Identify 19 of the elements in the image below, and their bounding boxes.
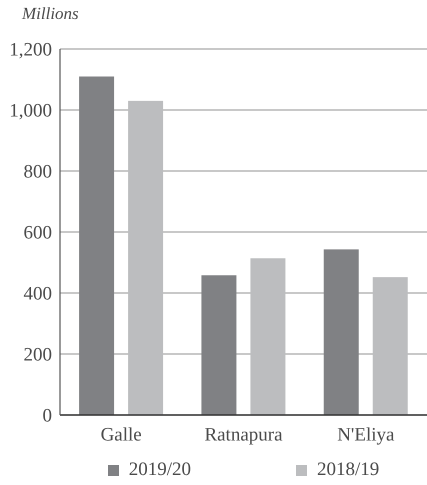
y-tick-label: 400 <box>24 284 52 305</box>
y-tick-label: 600 <box>24 222 52 244</box>
bar <box>201 275 236 415</box>
legend-label: 2018/19 <box>317 459 380 481</box>
bar <box>79 76 114 415</box>
x-tick-label: Ratnapura <box>204 424 284 446</box>
y-tick-label: 0 <box>42 406 52 427</box>
legend-label: 2019/20 <box>128 459 191 481</box>
y-axis-title: Millions <box>22 4 79 24</box>
x-tick-label: Galle <box>100 424 142 446</box>
bar <box>128 100 164 415</box>
bar <box>324 249 359 415</box>
bar <box>250 258 286 415</box>
y-tick-label: 1,000 <box>9 100 52 122</box>
y-tick-label: 200 <box>24 344 52 366</box>
y-tick-label: 1,200 <box>9 40 52 61</box>
x-tick-label: N'Eliya <box>337 424 396 446</box>
bar <box>372 277 408 415</box>
y-tick-label: 800 <box>24 162 52 183</box>
